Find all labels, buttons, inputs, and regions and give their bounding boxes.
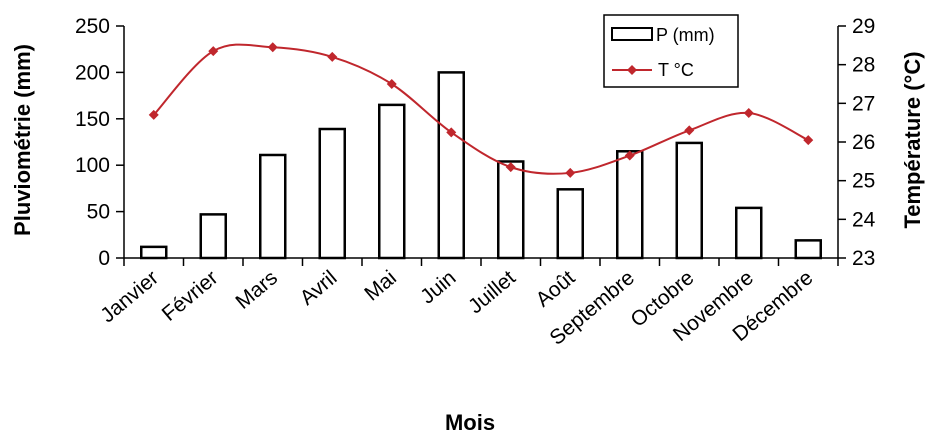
legend-line-marker	[627, 65, 637, 75]
temperature-point	[743, 108, 754, 118]
temperature-point	[208, 46, 219, 57]
category-label: Mai	[360, 266, 401, 305]
category-label: Juin	[416, 266, 460, 308]
y-tick-label: 150	[75, 108, 110, 131]
category-label: Août	[532, 266, 580, 311]
y2-tick-label: 25	[852, 170, 875, 193]
precipitation-bar	[497, 160, 525, 260]
legend-label-precipitation: P (mm)	[656, 25, 715, 45]
y2-tick-label: 26	[852, 131, 875, 154]
temperature-point	[505, 162, 516, 173]
y2-tick-label: 24	[852, 208, 876, 231]
y-tick-label: 0	[98, 247, 110, 270]
legend: P (mm) T °C	[603, 14, 739, 88]
category-label: Juillet	[464, 266, 520, 318]
temperature-point	[327, 51, 338, 62]
temperature-point	[267, 42, 278, 53]
temperature-point	[684, 125, 695, 136]
category-label: Février	[158, 266, 223, 326]
legend-bar-swatch	[611, 27, 653, 41]
temperature-point	[446, 127, 457, 138]
temperature-line-layer	[148, 42, 814, 178]
precipitation-bar	[140, 245, 168, 260]
precipitation-bar	[378, 103, 406, 260]
temperature-point	[386, 79, 397, 89]
precipitation-bar	[437, 71, 465, 260]
y-axis-title: Pluviométrie (mm)	[10, 44, 35, 236]
temperature-point	[803, 135, 814, 146]
precipitation-bar	[259, 153, 287, 260]
precipitation-bar	[556, 188, 584, 260]
y-tick-label: 100	[75, 154, 110, 177]
axes-layer	[116, 25, 846, 266]
precipitation-bar	[616, 150, 644, 260]
y-tick-label: 200	[75, 61, 110, 84]
legend-label-temperature: T °C	[658, 60, 694, 80]
x-axis-title: Mois	[445, 410, 495, 435]
precipitation-bar	[675, 141, 703, 260]
category-label: Avril	[296, 266, 342, 310]
y2-tick-label: 27	[852, 92, 875, 115]
y2-tick-label: 28	[852, 54, 875, 77]
y-tick-label: 50	[87, 201, 110, 224]
y2-axis-title: Température (°C)	[900, 51, 925, 228]
precipitation-bar	[318, 127, 346, 260]
temperature-point	[565, 167, 576, 178]
precipitation-bar	[199, 213, 227, 260]
precipitation-bar	[735, 206, 763, 260]
y2-tick-label: 29	[852, 15, 875, 38]
y2-tick-label: 23	[852, 247, 875, 270]
y-tick-label: 250	[75, 15, 110, 38]
temperature-point	[624, 150, 635, 161]
bars-layer	[140, 71, 822, 260]
category-label: Janvier	[96, 266, 163, 327]
category-label: Mars	[231, 266, 282, 314]
temperature-point	[148, 109, 159, 120]
precipitation-bar	[794, 239, 822, 260]
temperature-line	[153, 43, 809, 175]
